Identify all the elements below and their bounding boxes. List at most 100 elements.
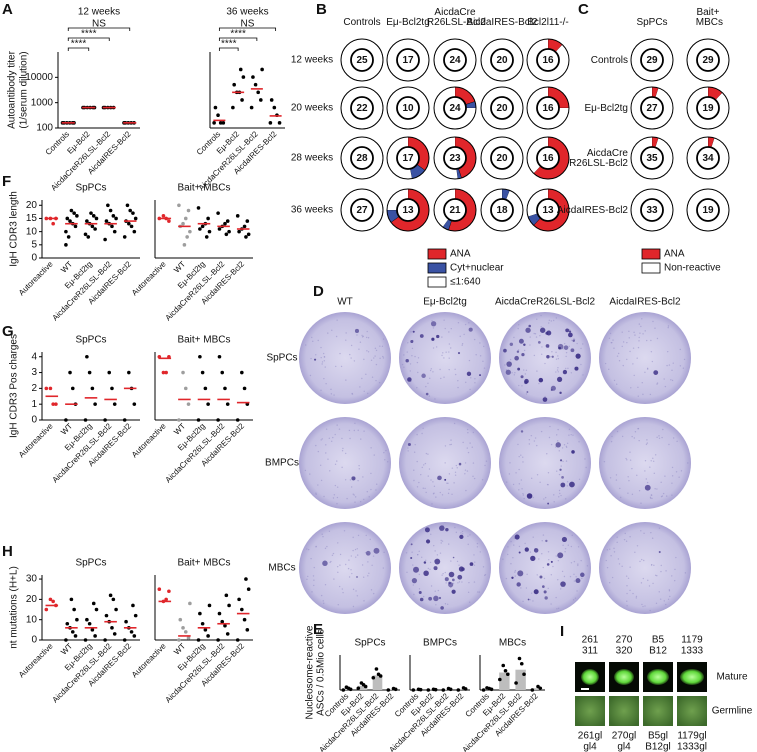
data-point: [85, 354, 89, 359]
data-point: [517, 656, 522, 661]
speckle: [540, 326, 542, 328]
speckle: [439, 491, 441, 494]
speckle: [372, 592, 375, 595]
pie-center: [396, 96, 420, 120]
legend-label: Non-reactive: [664, 263, 721, 274]
pie-center: [696, 96, 720, 120]
speckle: [356, 548, 358, 550]
row-label: Mature: [716, 672, 748, 683]
speckle: [555, 351, 557, 354]
speckle: [365, 534, 367, 537]
speckle: [547, 551, 550, 553]
pie-center: [536, 198, 560, 222]
speckle: [440, 542, 442, 544]
speckle: [453, 482, 455, 484]
data-point: [204, 235, 209, 239]
speckle: [358, 348, 360, 350]
speckle: [336, 319, 338, 321]
speckle: [525, 587, 528, 589]
column-label: Bcl2l11-/-: [527, 17, 569, 28]
speckle: [632, 592, 634, 595]
speckle: [469, 388, 471, 391]
data-point: [235, 214, 240, 218]
data-point: [391, 686, 396, 691]
speckle: [435, 496, 437, 498]
x-tick-label: Autoreactive: [17, 259, 55, 297]
speckle: [647, 579, 649, 582]
pie-center: [396, 48, 420, 72]
pie-count: 13: [402, 205, 414, 216]
speckle: [474, 561, 476, 563]
speckle: [417, 357, 420, 359]
panel-letter: H: [2, 543, 13, 560]
data-point: [446, 686, 451, 691]
pie-center: [350, 146, 374, 170]
speckle: [632, 363, 634, 365]
data-point: [181, 221, 185, 226]
speckle: [517, 349, 520, 351]
speckle: [555, 446, 557, 448]
speckle: [467, 451, 470, 454]
clone-label: 1333gl: [677, 742, 707, 752]
speckle: [609, 332, 612, 335]
y-axis-label: (1/serum dilution): [19, 51, 30, 128]
data-point: [122, 638, 127, 642]
speckle: [328, 530, 331, 532]
speckle: [440, 377, 442, 380]
speckle: [468, 581, 470, 584]
speckle: [407, 447, 409, 449]
legend-swatch: [641, 248, 661, 260]
speckle: [517, 443, 519, 446]
speckle: [342, 591, 344, 594]
bar: [457, 688, 468, 690]
speckle: [568, 434, 570, 436]
spot: [351, 476, 356, 481]
speckle: [631, 493, 634, 496]
data-point: [91, 214, 96, 218]
well: [299, 417, 391, 509]
speckle: [536, 574, 538, 576]
speckle: [672, 362, 674, 364]
row-label: Controls: [591, 55, 628, 66]
elispot-well: [599, 522, 691, 614]
data-point: [69, 208, 74, 213]
data-point: [108, 593, 113, 598]
speckle: [638, 489, 641, 492]
speckle: [651, 360, 654, 363]
speckle: [608, 368, 610, 371]
speckle: [638, 439, 640, 442]
speckle: [365, 336, 368, 339]
spot: [516, 350, 520, 353]
speckle: [322, 535, 324, 538]
well: [499, 312, 591, 404]
speckle: [522, 456, 524, 458]
data-point: [183, 630, 188, 634]
speckle: [604, 362, 607, 365]
speckle: [539, 334, 541, 337]
bar: [357, 685, 368, 690]
pie-outline: [386, 38, 430, 82]
speckle: [650, 494, 653, 496]
data-point: [200, 621, 205, 626]
speckle: [658, 437, 661, 440]
pie-outline: [433, 86, 477, 130]
speckle: [352, 493, 354, 495]
speckle: [386, 461, 389, 463]
speckle: [331, 554, 334, 557]
data-point: [224, 232, 229, 237]
data-point: [386, 688, 391, 692]
speckle: [473, 554, 475, 556]
speckle: [425, 559, 427, 562]
speckle: [450, 347, 452, 349]
data-point: [206, 402, 210, 406]
significance-bracket: [218, 37, 258, 41]
row-label: 20 weeks: [291, 103, 333, 114]
speckle: [448, 368, 450, 371]
data-point: [196, 206, 201, 210]
speckle: [348, 429, 351, 432]
speckle: [525, 393, 528, 395]
spot: [430, 321, 437, 327]
speckle: [570, 433, 572, 436]
speckle: [321, 533, 323, 535]
speckle: [667, 326, 669, 329]
